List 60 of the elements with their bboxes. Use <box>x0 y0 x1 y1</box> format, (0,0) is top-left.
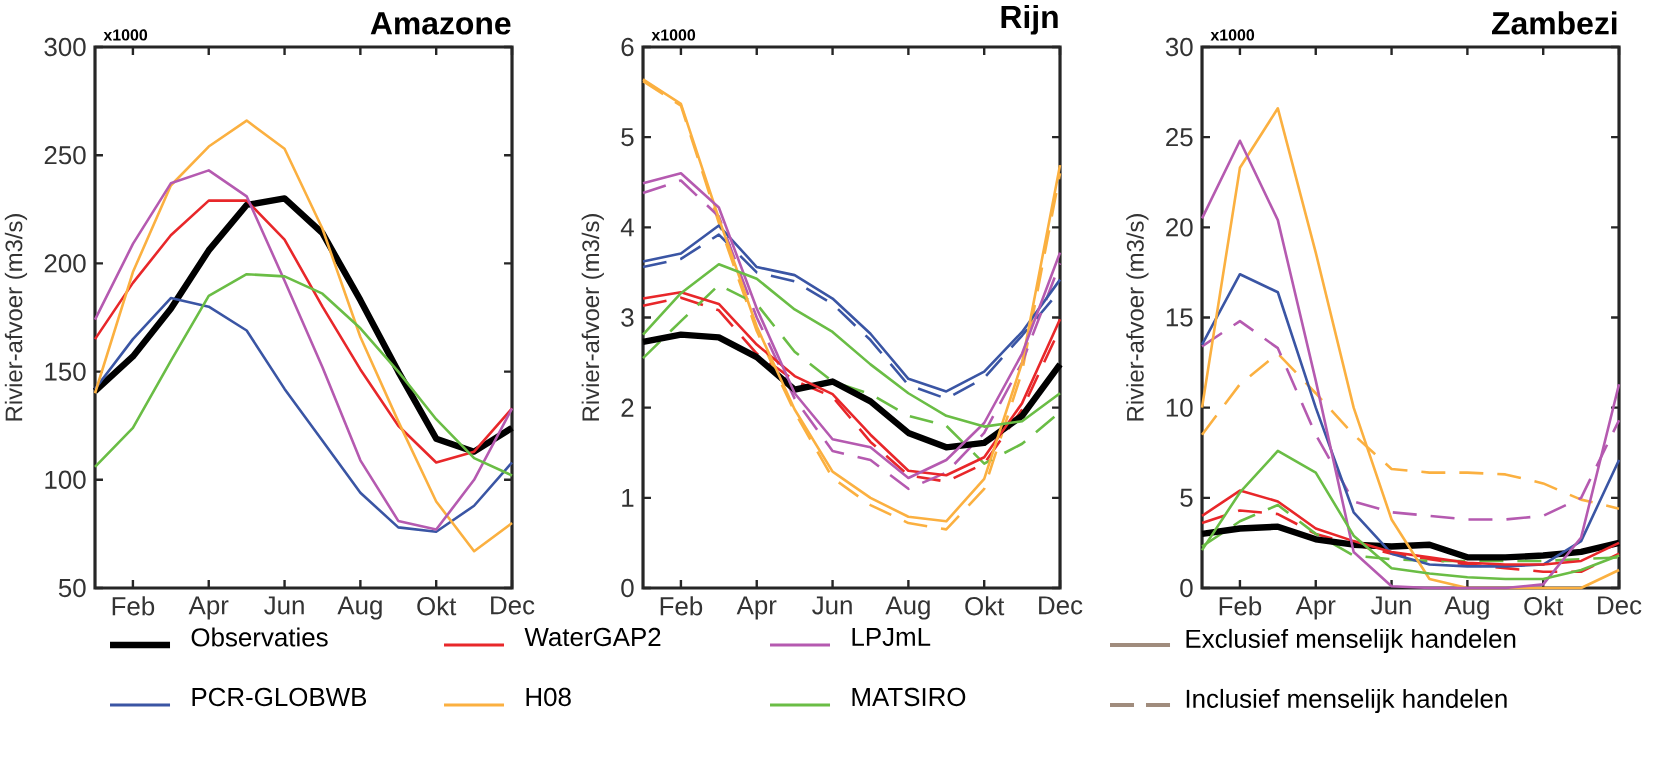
x-tick-label: Feb <box>1219 596 1262 616</box>
y-tick-label: 250 <box>44 146 86 165</box>
legend-label: Observaties <box>191 627 328 647</box>
x-tick-label: Dec <box>1039 596 1083 615</box>
y-tick-label: 150 <box>45 362 86 381</box>
line-series <box>93 119 514 553</box>
y-tick-label: 0 <box>621 578 634 598</box>
y-axis-title: Rivier-afvoer (m3/s) <box>4 214 28 421</box>
y-tick-label: 6 <box>621 37 634 57</box>
y-tick-label: 100 <box>45 470 86 489</box>
legend-label: PCR-GLOBWB <box>192 687 367 707</box>
chart-title: Zambezi <box>1492 11 1617 35</box>
y-axis-title: Rivier-afvoer (m3/s) <box>1126 214 1149 421</box>
x-tick-label: Feb <box>660 596 703 616</box>
line-series <box>93 169 514 531</box>
legend-label: H08 <box>526 687 571 707</box>
x-tick-label: Okt <box>1524 596 1564 616</box>
chart-title: Amazone <box>370 12 511 35</box>
y-tick-label: 25 <box>1166 127 1193 147</box>
legend-label: LPJmL <box>852 627 931 647</box>
y-tick-label: 15 <box>1166 308 1193 327</box>
text: x1000 <box>651 29 696 41</box>
y-tick-label: 30 <box>1165 37 1193 57</box>
text: x1000 <box>103 29 148 41</box>
text: Exclusief menselijk handelen <box>1186 628 1516 654</box>
y-tick-label: 5 <box>621 128 634 147</box>
x-tick-label: Dec <box>491 596 535 615</box>
y-tick-label: 2 <box>621 398 634 417</box>
y-tick-label: 200 <box>44 254 86 273</box>
legend-label: MATSIRO <box>852 687 966 707</box>
line-series <box>93 296 514 534</box>
chart-title: Rijn <box>1001 4 1058 35</box>
text: Inclusief menselijk handelen <box>1186 688 1507 714</box>
x-tick-label: Jun <box>1371 596 1411 615</box>
y-tick-label: 3 <box>621 308 634 327</box>
legend-label: WaterGAP2 <box>524 627 661 647</box>
y-tick-label: 1 <box>622 488 634 507</box>
x-tick-label: Jun <box>812 596 852 615</box>
y-tick-label: 20 <box>1166 218 1193 237</box>
x-tick-label: Jun <box>264 596 304 615</box>
x-tick-label: Okt <box>965 596 1005 616</box>
x-tick-label: Apr <box>188 596 229 620</box>
y-tick-label: 300 <box>44 37 86 57</box>
y-tick-label: 10 <box>1166 398 1193 417</box>
y-tick-label: 0 <box>1180 578 1193 598</box>
x-tick-label: Apr <box>1295 596 1336 620</box>
x-tick-label: Okt <box>417 596 457 616</box>
x-tick-label: Dec <box>1598 596 1642 615</box>
line-series <box>641 263 1062 428</box>
y-axis-title: Rivier-afvoer (m3/s) <box>581 214 604 421</box>
line-series <box>93 272 514 477</box>
y-tick-label: 50 <box>58 578 86 598</box>
x-tick-label: Feb <box>112 596 155 616</box>
y-tick-label: 4 <box>620 218 634 237</box>
text: x1000 <box>1210 29 1255 41</box>
x-tick-label: Apr <box>736 596 777 620</box>
x-tick-label: Aug <box>1444 596 1489 620</box>
y-tick-label: 5 <box>1180 488 1193 507</box>
x-tick-label: Aug <box>885 596 930 620</box>
x-tick-label: Aug <box>337 596 382 620</box>
